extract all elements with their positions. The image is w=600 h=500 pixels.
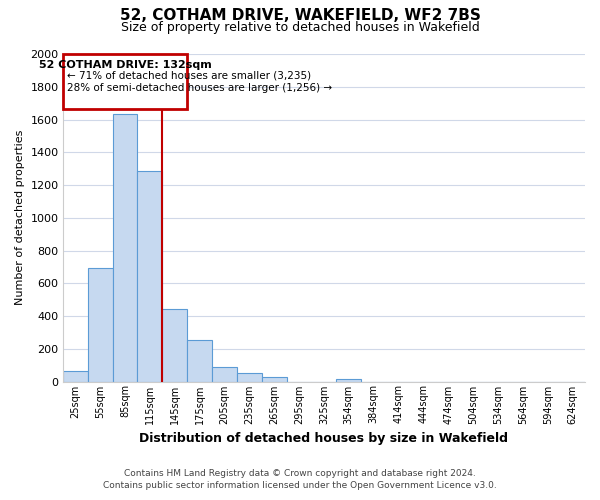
Text: Contains public sector information licensed under the Open Government Licence v3: Contains public sector information licen…: [103, 481, 497, 490]
Text: Size of property relative to detached houses in Wakefield: Size of property relative to detached ho…: [121, 21, 479, 34]
X-axis label: Distribution of detached houses by size in Wakefield: Distribution of detached houses by size …: [139, 432, 508, 445]
Bar: [187, 340, 212, 382]
Bar: [63, 371, 88, 382]
Bar: [337, 379, 361, 382]
Y-axis label: Number of detached properties: Number of detached properties: [15, 130, 25, 306]
Text: Contains HM Land Registry data © Crown copyright and database right 2024.: Contains HM Land Registry data © Crown c…: [124, 468, 476, 477]
Bar: [113, 114, 137, 382]
Text: 28% of semi-detached houses are larger (1,256) →: 28% of semi-detached houses are larger (…: [67, 82, 332, 92]
Text: 52, COTHAM DRIVE, WAKEFIELD, WF2 7BS: 52, COTHAM DRIVE, WAKEFIELD, WF2 7BS: [119, 8, 481, 22]
Bar: [88, 268, 113, 382]
Bar: [163, 310, 187, 382]
Bar: [262, 377, 287, 382]
Bar: [137, 171, 163, 382]
FancyBboxPatch shape: [63, 54, 187, 109]
Text: 52 COTHAM DRIVE: 132sqm: 52 COTHAM DRIVE: 132sqm: [38, 60, 211, 70]
Bar: [212, 367, 237, 382]
Bar: [237, 374, 262, 382]
Text: ← 71% of detached houses are smaller (3,235): ← 71% of detached houses are smaller (3,…: [67, 70, 311, 81]
